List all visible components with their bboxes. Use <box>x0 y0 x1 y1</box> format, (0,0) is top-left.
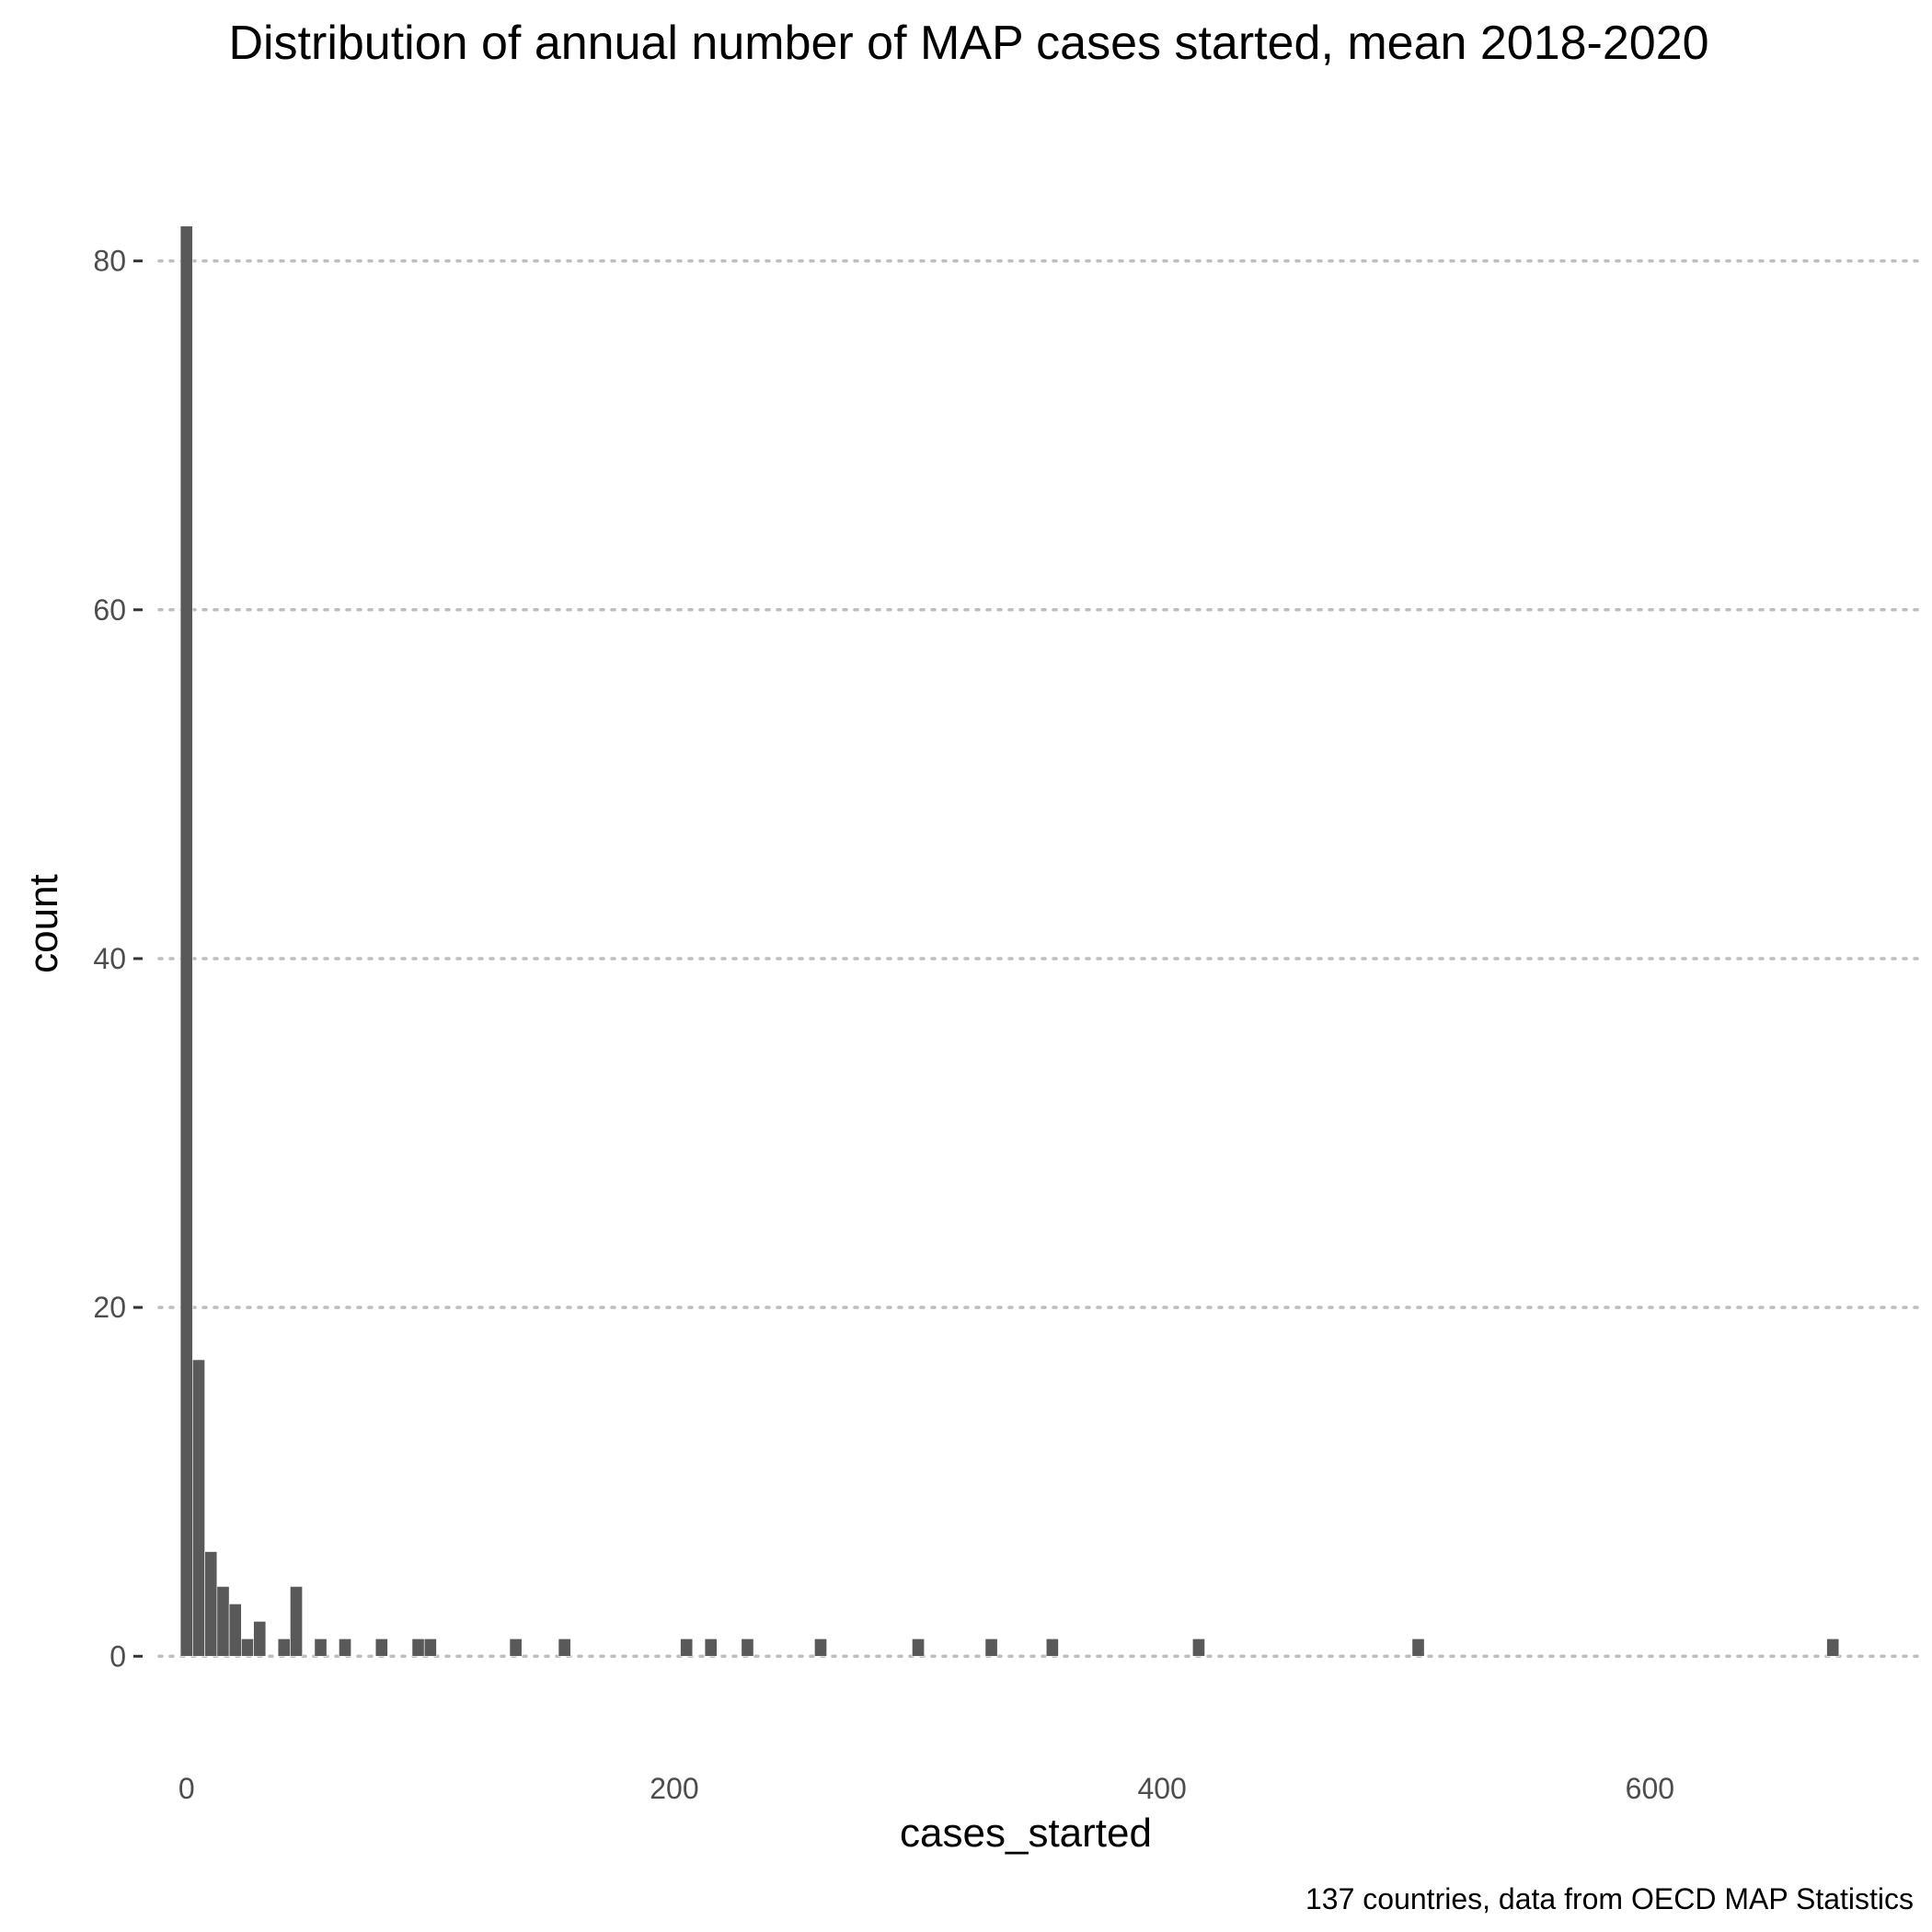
histogram-bar <box>1191 1639 1205 1657</box>
y-tick-label: 60 <box>93 593 126 627</box>
histogram-bar <box>1045 1639 1059 1657</box>
histogram-bar <box>984 1639 998 1657</box>
histogram-bar <box>912 1639 925 1657</box>
histogram-bar <box>509 1639 523 1657</box>
x-axis-title: cases_started <box>900 1811 1152 1856</box>
histogram-bar <box>277 1639 291 1657</box>
y-axis-title: count <box>21 874 66 973</box>
histogram-bar <box>374 1639 388 1657</box>
y-tick-label: 80 <box>93 245 126 278</box>
chart-caption: 137 countries, data from OECD MAP Statis… <box>1305 1882 1914 1915</box>
histogram-bar <box>814 1639 827 1657</box>
x-axis: 0 200 400 600 <box>178 1772 1674 1805</box>
histogram-bar <box>1411 1639 1425 1657</box>
y-tick-label: 0 <box>109 1639 126 1673</box>
histogram-bar <box>1826 1639 1840 1657</box>
x-tick-label: 0 <box>178 1772 195 1805</box>
histogram-bar <box>704 1639 718 1657</box>
histogram-bar <box>314 1639 328 1657</box>
x-tick-label: 600 <box>1626 1772 1674 1805</box>
chart-title: Distribution of annual number of MAP cas… <box>228 17 1708 70</box>
histogram-bar <box>241 1639 254 1657</box>
histogram-bar <box>192 1359 205 1657</box>
histogram-bar <box>680 1639 694 1657</box>
x-tick-label: 200 <box>650 1772 698 1805</box>
histogram-bar <box>228 1604 242 1657</box>
histogram-bar <box>179 225 193 1657</box>
y-tick-label: 20 <box>93 1291 126 1324</box>
histogram-bar <box>411 1639 425 1657</box>
histogram-bar <box>216 1586 230 1657</box>
histogram-bar <box>253 1621 267 1657</box>
y-tick-label: 40 <box>93 942 126 975</box>
y-axis: 0 20 40 60 80 <box>93 245 143 1673</box>
histogram-bar <box>741 1639 754 1657</box>
histogram-bar <box>290 1586 303 1657</box>
histogram-bar <box>558 1639 571 1657</box>
x-tick-label: 400 <box>1137 1772 1186 1805</box>
histogram-bar <box>204 1551 218 1657</box>
histogram-bar <box>339 1639 351 1657</box>
bars <box>179 225 1840 1657</box>
histogram-bar <box>423 1639 437 1657</box>
